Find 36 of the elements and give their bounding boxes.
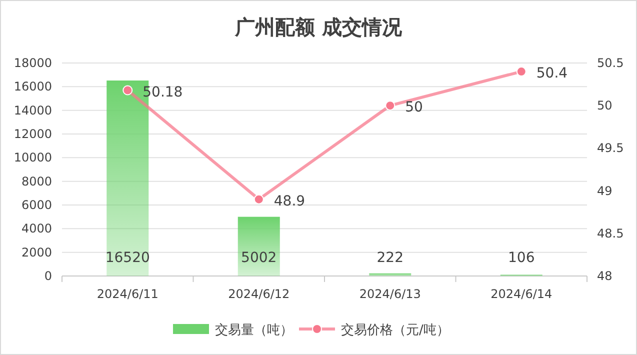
data-label: 106 bbox=[508, 250, 535, 266]
bar bbox=[238, 216, 280, 276]
y2-tick-label: 48 bbox=[597, 269, 612, 283]
data-label: 5002 bbox=[241, 250, 277, 266]
point bbox=[254, 194, 264, 204]
y-tick-label: 6000 bbox=[21, 198, 52, 212]
legend-label: 交易量（吨） bbox=[215, 322, 293, 338]
x-tick-label: 2024/6/13 bbox=[359, 287, 421, 301]
point bbox=[122, 85, 133, 96]
x-tick-label: 2024/6/11 bbox=[96, 287, 158, 301]
y2-tick-label: 50.5 bbox=[597, 56, 624, 70]
data-label: 16520 bbox=[105, 250, 150, 266]
y-tick-label: 16000 bbox=[14, 80, 52, 94]
x-tick-label: 2024/6/14 bbox=[490, 287, 552, 301]
data-label: 222 bbox=[376, 250, 404, 266]
data-label: 48.9 bbox=[274, 193, 306, 210]
y2-tick-label: 49.5 bbox=[597, 141, 624, 156]
y-tick-label: 14000 bbox=[14, 103, 52, 118]
y-tick-label: 8000 bbox=[21, 174, 52, 188]
y-tick-label: 0 bbox=[44, 269, 52, 283]
y-tick-label: 10000 bbox=[14, 150, 52, 165]
y2-tick-label: 50 bbox=[597, 98, 612, 113]
y-tick-label: 12000 bbox=[14, 127, 52, 141]
chart-title: 广州配额 成交情况 bbox=[234, 15, 403, 39]
x-tick-label: 2024/6/12 bbox=[228, 287, 290, 301]
y-tick-label: 4000 bbox=[21, 222, 52, 236]
point bbox=[385, 100, 396, 111]
point bbox=[516, 66, 526, 77]
data-label: 50.4 bbox=[536, 66, 568, 82]
y2-tick-label: 49 bbox=[597, 184, 612, 198]
y2-tick-label: 48.5 bbox=[597, 226, 624, 240]
data-label: 50 bbox=[405, 100, 423, 116]
y-tick-label: 18000 bbox=[14, 56, 52, 70]
y-tick-label: 2000 bbox=[21, 245, 52, 260]
legend-label: 交易价格（元/吨） bbox=[341, 322, 450, 338]
bar bbox=[369, 273, 412, 276]
